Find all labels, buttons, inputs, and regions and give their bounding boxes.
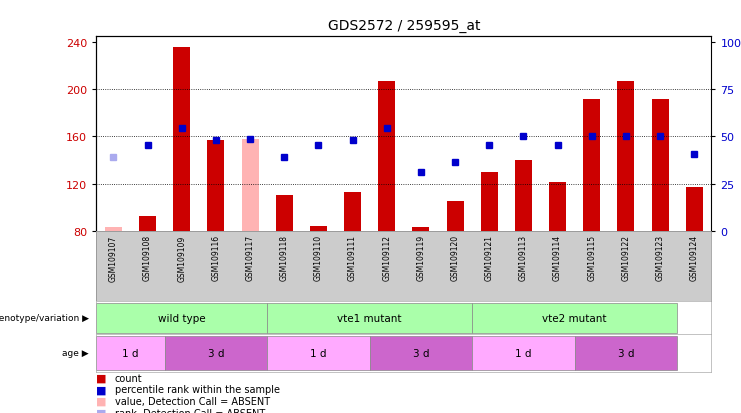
Bar <box>268 336 370 370</box>
Text: GSM109111: GSM109111 <box>348 235 357 281</box>
Text: 1 d: 1 d <box>310 348 327 358</box>
Bar <box>96 336 165 370</box>
Text: vte2 mutant: vte2 mutant <box>542 313 607 323</box>
Text: GSM109119: GSM109119 <box>416 235 425 281</box>
Text: 3 d: 3 d <box>207 348 225 358</box>
Bar <box>139 216 156 231</box>
Text: GSM109121: GSM109121 <box>485 235 494 281</box>
Text: GSM109124: GSM109124 <box>690 235 699 281</box>
Bar <box>617 82 634 231</box>
Text: percentile rank within the sample: percentile rank within the sample <box>115 385 280 394</box>
Bar <box>96 303 268 333</box>
Text: GSM109118: GSM109118 <box>280 235 289 281</box>
Text: GSM109115: GSM109115 <box>588 235 597 281</box>
Text: ■: ■ <box>96 396 107 406</box>
Bar <box>165 336 268 370</box>
Bar <box>575 336 677 370</box>
Text: GSM109112: GSM109112 <box>382 235 391 281</box>
Bar <box>207 141 225 231</box>
Text: GSM109116: GSM109116 <box>211 235 220 281</box>
Text: GSM109107: GSM109107 <box>109 235 118 281</box>
Text: GSM109122: GSM109122 <box>622 235 631 281</box>
Text: ■: ■ <box>96 408 107 413</box>
Bar <box>651 100 668 231</box>
Text: 1 d: 1 d <box>515 348 532 358</box>
Bar <box>173 48 190 231</box>
Text: wild type: wild type <box>158 313 205 323</box>
Text: vte1 mutant: vte1 mutant <box>337 313 402 323</box>
Text: genotype/variation ▶: genotype/variation ▶ <box>0 313 89 323</box>
Bar <box>413 228 430 231</box>
Text: GSM109109: GSM109109 <box>177 235 186 281</box>
Text: 3 d: 3 d <box>618 348 634 358</box>
Text: ■: ■ <box>96 385 107 394</box>
Bar <box>310 227 327 231</box>
Text: GSM109110: GSM109110 <box>314 235 323 281</box>
Bar <box>370 336 472 370</box>
Text: count: count <box>115 373 142 383</box>
Text: 3 d: 3 d <box>413 348 429 358</box>
Bar <box>268 303 472 333</box>
Bar <box>549 183 566 231</box>
Title: GDS2572 / 259595_at: GDS2572 / 259595_at <box>328 19 480 33</box>
Bar <box>105 228 122 231</box>
Text: GSM109114: GSM109114 <box>553 235 562 281</box>
Bar <box>472 336 575 370</box>
Text: GSM109108: GSM109108 <box>143 235 152 281</box>
Text: GSM109120: GSM109120 <box>451 235 459 281</box>
Text: GSM109123: GSM109123 <box>656 235 665 281</box>
Text: rank, Detection Call = ABSENT: rank, Detection Call = ABSENT <box>115 408 265 413</box>
Bar <box>344 192 361 231</box>
Bar <box>481 173 498 231</box>
Bar <box>583 100 600 231</box>
Bar <box>378 82 395 231</box>
Text: ■: ■ <box>96 373 107 383</box>
Bar <box>685 188 702 231</box>
Bar <box>515 161 532 231</box>
Text: value, Detection Call = ABSENT: value, Detection Call = ABSENT <box>115 396 270 406</box>
Bar <box>276 196 293 231</box>
Bar <box>447 202 464 231</box>
Bar <box>472 303 677 333</box>
Text: GSM109113: GSM109113 <box>519 235 528 281</box>
Bar <box>242 140 259 231</box>
Text: age ▶: age ▶ <box>62 349 89 358</box>
Text: GSM109117: GSM109117 <box>245 235 255 281</box>
Text: 1 d: 1 d <box>122 348 139 358</box>
